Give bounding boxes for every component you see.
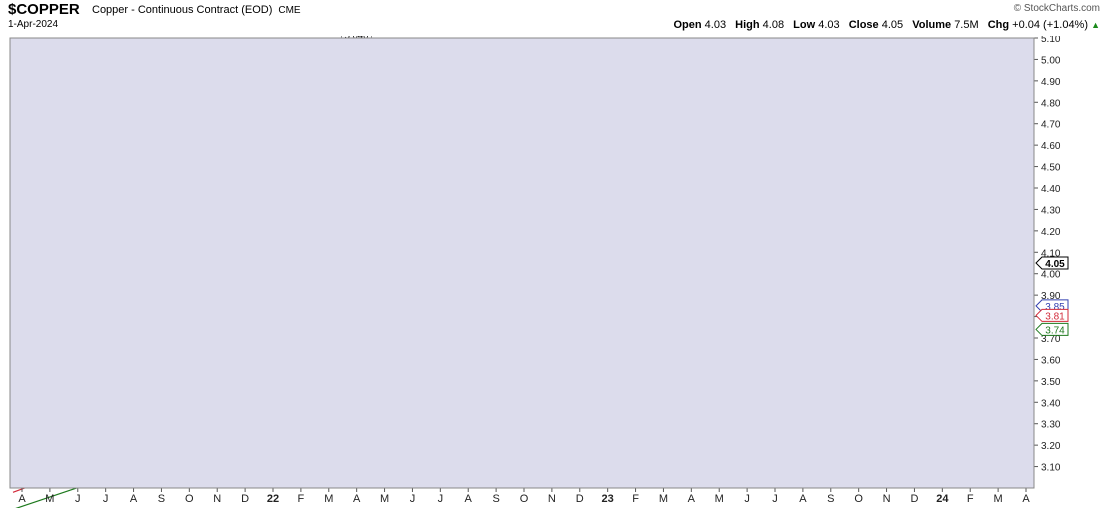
volume-value: 7.5M xyxy=(954,19,979,31)
y-tick-label: 3.10 xyxy=(1041,463,1061,474)
axes: 5.10 5.00 4.90 4.80 4.70 4.60 4.50 4.40 4.30 4.20… xyxy=(18,36,1069,505)
x-tick-label: S xyxy=(492,493,499,505)
change-label: Chg xyxy=(987,19,1010,31)
x-tick-label: M xyxy=(659,493,668,505)
y-tick-label: 3.60 xyxy=(1041,355,1061,366)
x-tick-label: S xyxy=(827,493,834,505)
y-tick-label: 4.50 xyxy=(1041,163,1061,174)
y-tick-label: 5.10 xyxy=(1041,36,1061,45)
symbol-description: Copper - Continuous Contract (EOD) CME xyxy=(92,4,301,16)
last-price-tag xyxy=(1035,308,1069,322)
brand-watermark: © StockCharts.com xyxy=(1013,3,1100,14)
last-price-tag-label: 4.05 xyxy=(1045,259,1065,270)
y-tick-label: 3.70 xyxy=(1041,334,1061,345)
y-tick-label: 4.40 xyxy=(1041,184,1061,195)
x-tick-label: A xyxy=(18,493,26,505)
y-tick-label: 3.90 xyxy=(1041,291,1061,302)
x-tick-label: N xyxy=(213,493,221,505)
last-price-tag xyxy=(1035,256,1069,270)
x-tick-label: A xyxy=(130,493,138,505)
description-text: Copper - Continuous Contract (EOD) xyxy=(92,4,273,16)
x-tick-label: O xyxy=(185,493,194,505)
x-tick-label: A xyxy=(353,493,361,505)
x-tick-label: D xyxy=(241,493,249,505)
x-tick-label: 23 xyxy=(602,493,614,505)
y-tick-label: 3.30 xyxy=(1041,420,1061,431)
y-tick-label: 4.30 xyxy=(1041,205,1061,216)
x-tick-label: 22 xyxy=(267,493,279,505)
exchange-label: CME xyxy=(278,5,301,16)
volume-label: Volume xyxy=(912,19,952,31)
up-arrow-icon: ▲ xyxy=(1091,20,1100,30)
y-tick-label: 3.40 xyxy=(1041,398,1061,409)
x-tick-label: A xyxy=(465,493,473,505)
x-tick-label: J xyxy=(410,493,416,505)
x-tick-label: A xyxy=(799,493,807,505)
y-tick-label: 4.90 xyxy=(1041,77,1061,88)
last-price-tag-label: 3.74 xyxy=(1045,325,1065,336)
x-tick-label: O xyxy=(854,493,863,505)
x-tick-label: O xyxy=(520,493,529,505)
y-tick-label: 4.70 xyxy=(1041,120,1061,131)
x-tick-label: M xyxy=(45,493,54,505)
x-tick-label: A xyxy=(688,493,696,505)
x-tick-label: J xyxy=(744,493,750,505)
x-tick-label: J xyxy=(103,493,109,505)
open-value: 4.03 xyxy=(704,19,727,31)
x-tick-label: D xyxy=(576,493,584,505)
x-tick-label: F xyxy=(298,493,305,505)
low-label: Low xyxy=(793,19,816,31)
low-value: 4.03 xyxy=(818,19,840,31)
high-value: 4.08 xyxy=(762,19,785,31)
y-tick-label: 4.20 xyxy=(1041,227,1061,238)
x-tick-label: M xyxy=(994,493,1003,505)
close-value: 4.05 xyxy=(881,19,904,31)
last-price-tag xyxy=(1035,322,1069,336)
x-tick-label: J xyxy=(772,493,778,505)
x-tick-label: A xyxy=(1022,493,1030,505)
last-price-tag-label: 3.81 xyxy=(1045,311,1065,322)
symbol-title: $COPPER xyxy=(8,1,80,18)
x-tick-label: M xyxy=(715,493,724,505)
x-tick-label: S xyxy=(158,493,165,505)
y-tick-label: 4.00 xyxy=(1041,270,1061,281)
y-tick-label: 3.20 xyxy=(1041,441,1061,452)
chart-header: $COPPER Copper - Continuous Contract (EO… xyxy=(6,0,1102,36)
x-tick-label: 24 xyxy=(936,493,949,505)
y-tick-label: 5.00 xyxy=(1041,55,1061,66)
quote-summary: Open 4.03 High 4.08 Low 4.03 Close 4.05 … xyxy=(673,19,1100,31)
change-value: +0.04 (+1.04%) xyxy=(1012,19,1089,31)
y-tick-label: 4.80 xyxy=(1041,98,1061,109)
quote-date: 1-Apr-2024 xyxy=(8,19,59,30)
y-tick-label: 3.50 xyxy=(1041,377,1061,388)
last-price-tag-label: 3.85 xyxy=(1045,302,1065,313)
y-tick-label: 4.60 xyxy=(1041,141,1061,152)
x-tick-label: M xyxy=(380,493,389,505)
x-tick-label: N xyxy=(883,493,891,505)
x-tick-label: F xyxy=(632,493,639,505)
price-chart: 4.0883.9614.6284.4714.8234.5114.1924.120… xyxy=(9,36,1069,508)
open-label: Open xyxy=(673,19,702,31)
x-tick-label: N xyxy=(548,493,556,505)
x-tick-label: D xyxy=(910,493,918,505)
x-tick-label: F xyxy=(967,493,974,505)
close-label: Close xyxy=(848,19,879,31)
high-label: High xyxy=(735,19,760,31)
x-tick-label: J xyxy=(438,493,444,505)
x-tick-label: M xyxy=(324,493,333,505)
x-tick-label: J xyxy=(75,493,81,505)
y-tick-label: 4.10 xyxy=(1041,248,1061,259)
